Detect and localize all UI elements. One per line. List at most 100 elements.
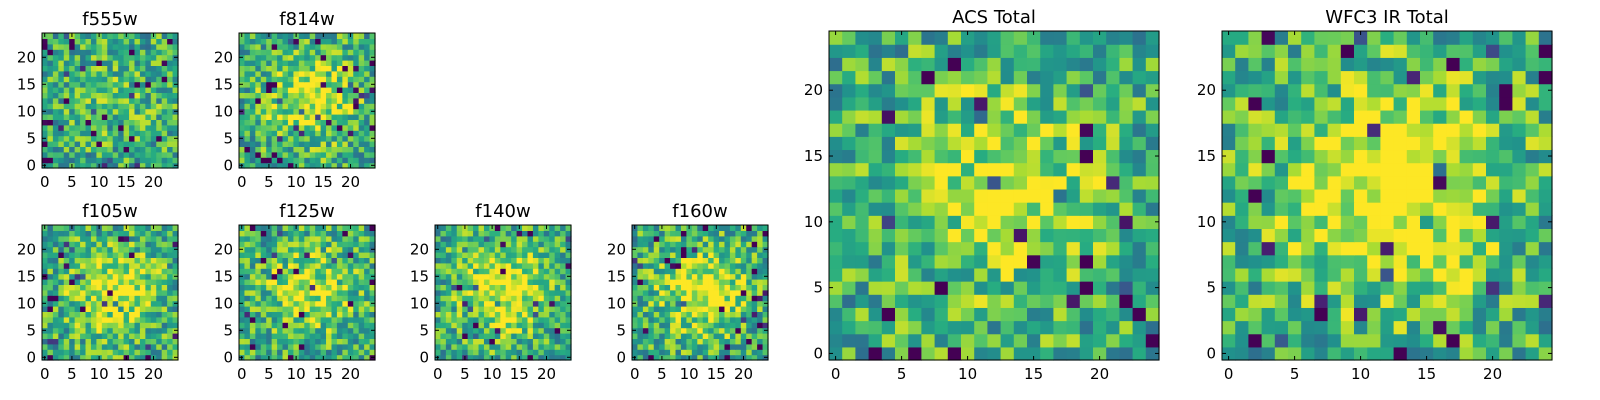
heatmap-cell: [309, 146, 316, 153]
heatmap-cell: [255, 268, 262, 275]
heatmap-cell: [680, 262, 687, 269]
heatmap-cell: [511, 343, 518, 350]
heatmap-cell: [107, 135, 114, 142]
heatmap-cell: [708, 268, 715, 275]
heatmap-cells: [435, 225, 572, 361]
heatmap-cell: [112, 38, 119, 45]
x-tick-label: 20: [341, 173, 360, 191]
heatmap-cell: [282, 157, 289, 164]
heatmap-cell: [134, 76, 141, 83]
heatmap-cell: [1261, 175, 1276, 190]
heatmap-cell: [697, 354, 704, 361]
heatmap-cell: [96, 124, 103, 131]
heatmap-cell: [167, 316, 174, 323]
heatmap-cell: [1446, 228, 1461, 243]
heatmap-cell: [123, 322, 130, 329]
heatmap-cell: [1066, 307, 1081, 322]
heatmap-cell: [947, 281, 962, 295]
heatmap-cell: [249, 162, 256, 169]
heatmap-cell: [129, 230, 136, 237]
heatmap-cell: [1106, 123, 1120, 137]
heatmap-cell: [691, 349, 698, 356]
heatmap-cell: [255, 130, 262, 137]
heatmap-cell: [145, 338, 152, 345]
heatmap-cell: [139, 252, 146, 258]
heatmap-cell: [47, 343, 54, 350]
heatmap-cell: [239, 65, 246, 72]
heatmap-cell: [309, 103, 316, 110]
heatmap-cell: [729, 262, 736, 269]
heatmap-cell: [1145, 175, 1160, 190]
heatmap-cell: [1053, 31, 1068, 45]
heatmap-cell: [331, 108, 338, 115]
heatmap-cell: [881, 57, 896, 72]
heatmap-cell: [713, 279, 720, 285]
heatmap-cell: [489, 246, 496, 253]
heatmap-cell: [522, 311, 529, 318]
heatmap-cell: [58, 311, 65, 318]
heatmap-cell: [659, 284, 666, 291]
heatmap-cell: [74, 246, 81, 253]
heatmap-cell: [239, 295, 246, 302]
heatmap-cell: [670, 246, 677, 253]
heatmap-cell: [101, 268, 108, 275]
heatmap-cell: [364, 87, 371, 93]
heatmap-cell: [729, 273, 736, 280]
heatmap-cell: [532, 262, 539, 269]
heatmap-cell: [1512, 320, 1527, 335]
heatmap-cell: [85, 81, 92, 88]
heatmap-cell: [52, 262, 59, 269]
heatmap-cell: [947, 267, 962, 282]
heatmap-cell: [326, 300, 333, 307]
heatmap-cell: [483, 273, 490, 280]
heatmap-cell: [304, 349, 311, 356]
heatmap-cell: [315, 252, 322, 258]
heatmap-cell: [145, 235, 152, 242]
heatmap-cell: [80, 230, 87, 237]
heatmap-cell: [516, 306, 523, 312]
heatmap-cell: [347, 38, 354, 45]
heatmap-cell: [1380, 267, 1395, 282]
heatmap-cell: [74, 252, 81, 258]
heatmap-cell: [107, 300, 114, 307]
heatmap-cell: [134, 230, 141, 237]
heatmap-cell: [315, 76, 322, 83]
heatmap-cell: [522, 235, 529, 242]
heatmap-cell: [101, 103, 108, 110]
heatmap-cell: [145, 92, 152, 99]
heatmap-cell: [868, 241, 883, 256]
heatmap-cell: [85, 124, 92, 131]
heatmap-cell: [129, 268, 136, 275]
heatmap-cell: [505, 225, 512, 231]
heatmap-cell: [637, 225, 644, 231]
x-tick-label: 0: [237, 365, 247, 383]
heatmap-cell: [239, 257, 246, 264]
y-tick-label: 10: [804, 213, 823, 231]
heatmap-cell: [358, 70, 365, 77]
heatmap-cell: [282, 235, 289, 242]
heatmap-cell: [304, 38, 311, 45]
heatmap-cell: [751, 241, 758, 248]
heatmap-cell: [961, 31, 975, 45]
heatmap-cell: [829, 267, 843, 282]
heatmap-cell: [751, 333, 758, 339]
heatmap-cell: [139, 246, 146, 253]
heatmap-cell: [74, 273, 81, 280]
heatmap-cell: [1145, 228, 1160, 243]
heatmap-cell: [1027, 136, 1041, 151]
heatmap-cell: [112, 151, 119, 158]
heatmap-cell: [855, 31, 870, 45]
heatmap-cell: [85, 33, 92, 39]
heatmap-cell: [69, 151, 76, 158]
heatmap-cell: [947, 254, 962, 269]
heatmap-cell: [637, 349, 644, 356]
heatmap-cell: [326, 162, 333, 169]
heatmap-cell: [1288, 215, 1302, 229]
heatmap-cell: [659, 235, 666, 242]
heatmap-cell: [139, 257, 146, 264]
heatmap-cell: [478, 311, 485, 318]
heatmap-cell: [691, 284, 698, 291]
heatmap-cell: [249, 289, 256, 296]
heatmap-cell: [462, 289, 469, 296]
heatmap-cell: [266, 124, 273, 131]
